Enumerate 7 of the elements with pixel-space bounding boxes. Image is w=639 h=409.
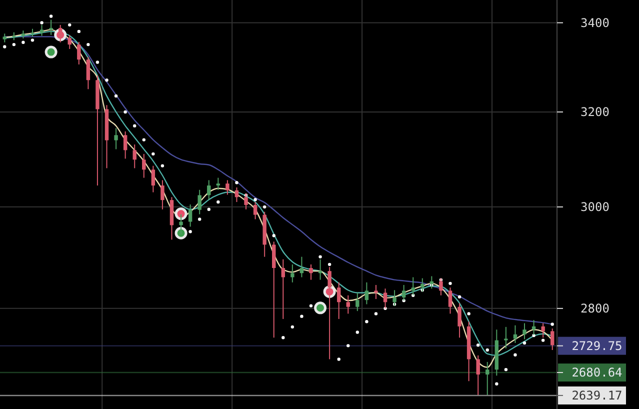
y-tick-label: 2800 bbox=[580, 302, 610, 316]
ref-line-label: 2729.75 bbox=[572, 339, 622, 354]
y-tick-label: 3200 bbox=[580, 105, 610, 120]
y-tick-label: 3400 bbox=[580, 16, 610, 30]
ref-line-label: 2639.17 bbox=[572, 388, 622, 403]
y-tick-label: 3000 bbox=[580, 200, 610, 214]
ref-line-label: 2680.64 bbox=[572, 366, 622, 380]
